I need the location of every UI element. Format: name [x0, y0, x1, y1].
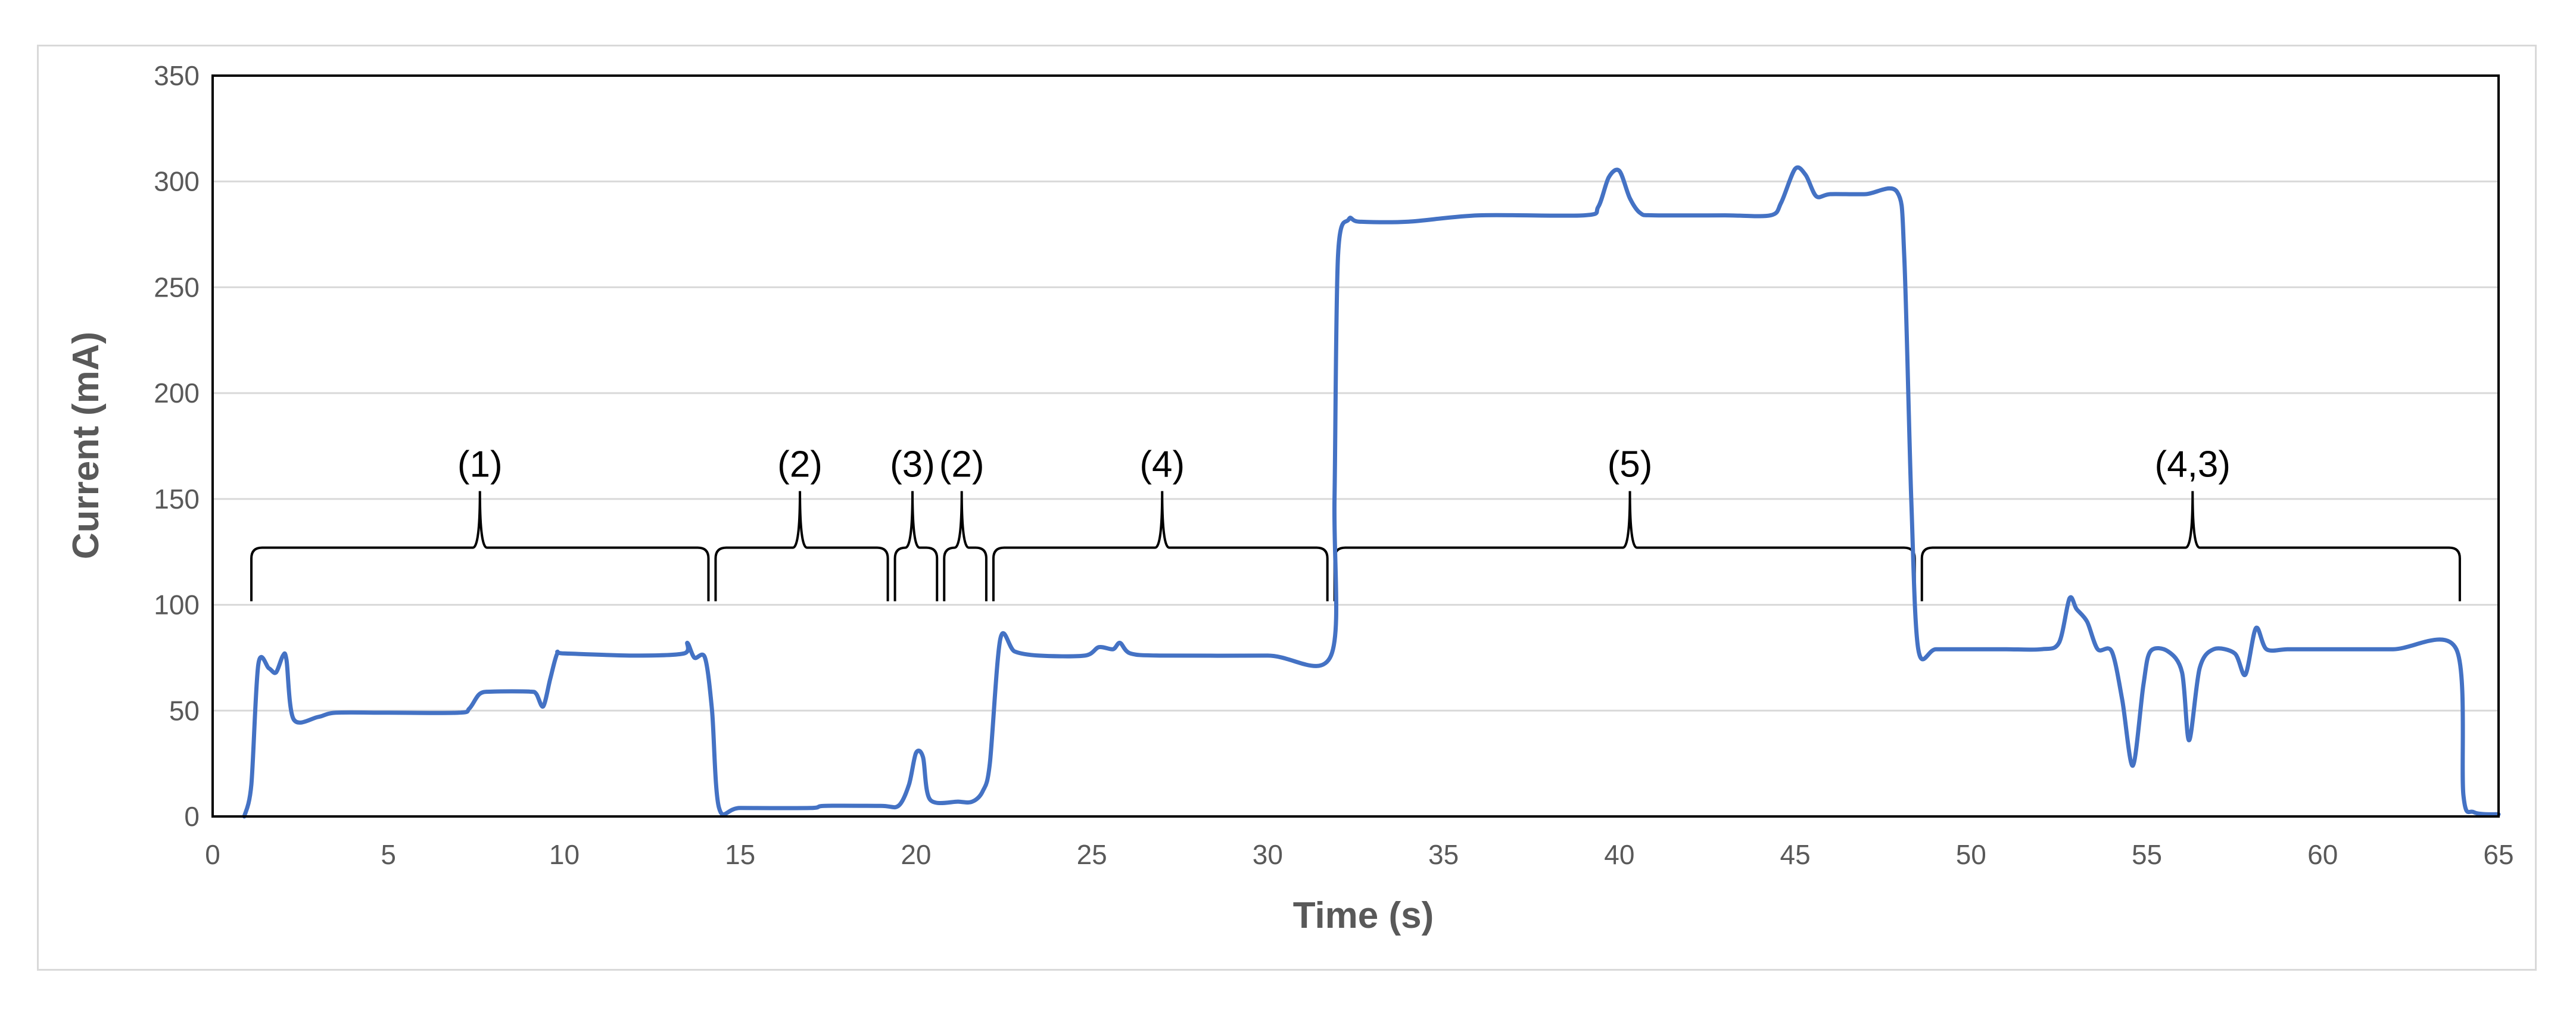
x-tick-label: 55: [2132, 839, 2162, 870]
annotation-braces: (1) (2) (3) (2) (4) (5) (4,3): [250, 444, 2461, 601]
annotation-brace: [1333, 491, 1916, 601]
annotation-brace: [992, 491, 1329, 601]
x-tick-label: 20: [901, 839, 931, 870]
y-tick-label: 150: [154, 484, 200, 515]
annotation-label: (3): [890, 444, 935, 485]
annotation-brace: [250, 491, 710, 601]
x-tick-label: 65: [2483, 839, 2513, 870]
y-tick-label: 100: [154, 590, 200, 621]
x-tick-labels: 0 5 10 15 20 25 30 35 40 45 50 55 60 65: [205, 839, 2513, 870]
x-tick-label: 40: [1604, 839, 1634, 870]
x-tick-label: 25: [1077, 839, 1107, 870]
plot-area-border: [211, 74, 2500, 818]
y-tick-labels: 0 50 100 150 200 250 300 350: [154, 60, 200, 832]
chart-frame: 0 50 100 150 200 250 300 350 0 5 10 15 20 25 30 35 40 45…: [37, 45, 2537, 971]
current-time-chart: 0 50 100 150 200 250 300 350 0 5 10 15 20 25 30 35 40 45…: [66, 60, 2514, 936]
annotation-brace: [893, 491, 939, 601]
x-tick-label: 50: [1956, 839, 1986, 870]
x-tick-label: 45: [1780, 839, 1810, 870]
annotation-brace: [714, 491, 889, 601]
annotation-label: (1): [457, 444, 503, 485]
y-tick-label: 50: [169, 695, 200, 726]
y-tick-label: 250: [154, 272, 200, 303]
series-line: [242, 165, 2501, 819]
x-tick-label: 10: [549, 839, 580, 870]
gridlines: [213, 180, 2499, 712]
y-tick-label: 0: [184, 801, 200, 832]
annotation-brace: [1920, 491, 2461, 601]
y-tick-label: 350: [154, 60, 200, 91]
annotation-label: (2): [939, 444, 985, 485]
y-tick-label: 200: [154, 378, 200, 409]
x-tick-label: 60: [2307, 839, 2338, 870]
x-axis-title: Time (s): [1293, 895, 1434, 936]
annotation-brace: [943, 491, 988, 601]
x-tick-label: 35: [1428, 839, 1459, 870]
axes: [211, 74, 2500, 818]
x-tick-label: 5: [381, 839, 396, 870]
annotation-label: (2): [777, 444, 823, 485]
y-axis-title: Current (mA): [66, 332, 107, 559]
x-tick-label: 15: [725, 839, 755, 870]
annotation-label: (5): [1608, 444, 1653, 485]
y-tick-label: 300: [154, 166, 200, 197]
annotation-label: (4): [1139, 444, 1185, 485]
series-layer: [242, 165, 2501, 819]
x-tick-label: 30: [1253, 839, 1283, 870]
annotation-label: (4,3): [2155, 444, 2231, 485]
x-tick-label: 0: [205, 839, 220, 870]
